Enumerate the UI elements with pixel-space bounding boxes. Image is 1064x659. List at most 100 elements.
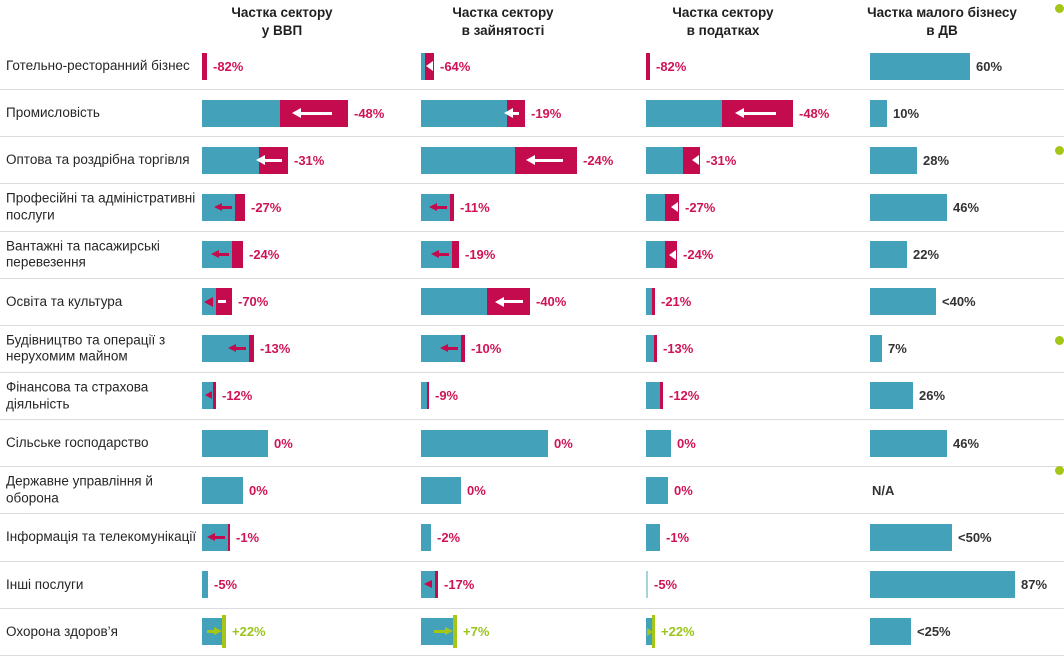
value-label: 0%: [249, 482, 268, 498]
bar-cell: -48%: [646, 99, 829, 127]
bar-cell: 28%: [870, 146, 950, 174]
bar-segment-share: [202, 571, 208, 599]
bar-segment-share: [646, 99, 722, 127]
value-label: -24%: [249, 247, 280, 263]
bar-segment-decline: [249, 335, 254, 363]
bar-segment-decline: [646, 52, 650, 80]
bar-segment-decline: [652, 288, 655, 316]
arrow-tail: [218, 300, 226, 304]
table-row: Оптова та роздрібна торгівля -31% -24% -31%…: [0, 137, 1064, 185]
value-label: 46%: [953, 199, 980, 215]
arrow-head-left-icon: [426, 61, 433, 71]
bar-cell: -9%: [421, 382, 458, 410]
row-label: Сільське господарство: [6, 434, 149, 450]
table-row: Державне управління й оборона 0% 0% 0% N/A: [0, 467, 1064, 515]
bar-cell: -17%: [421, 571, 474, 599]
arrow-head-left-icon: [504, 108, 513, 119]
arrow-head-right-icon: [445, 627, 453, 636]
arrow-head-left-icon: [205, 391, 212, 400]
row-label: Оптова та роздрібна торгівля: [6, 152, 190, 168]
column-header-gdp: Частка сектору у ВВП: [231, 5, 333, 39]
bar-cell: -64%: [421, 52, 470, 80]
bar-cell: -31%: [202, 146, 324, 174]
arrow-head-right-icon: [647, 627, 653, 636]
bullet-dot: [1055, 146, 1064, 155]
bar-segment-decline: [654, 335, 657, 363]
arrow-tail: [207, 630, 214, 634]
bar-cell: 0%: [421, 429, 573, 457]
bar-cell: -5%: [646, 571, 678, 599]
value-label: N/A: [872, 482, 895, 498]
value-label: -82%: [656, 58, 687, 74]
bar-segment-share: [646, 146, 683, 174]
row-label: Інформація та телекомунікації: [6, 529, 197, 545]
arrow-head-left-icon: [671, 202, 678, 213]
bar-segment-growth-cap: [652, 615, 655, 649]
arrow-tail: [218, 253, 229, 257]
bar-cell: -24%: [202, 241, 280, 269]
bar-segment-share: [421, 99, 507, 127]
value-label: 0%: [274, 435, 293, 451]
value-label: -5%: [654, 577, 678, 593]
table-row: Промисловість -48% -19% -48% 10%: [0, 90, 1064, 138]
bullet-dot: [1055, 336, 1064, 345]
bar-segment-share: [646, 193, 665, 221]
bar-cell: 0%: [202, 429, 293, 457]
row-label: Охорона здоров’я: [6, 623, 118, 639]
value-label: -24%: [683, 247, 714, 263]
arrow-head-left-icon: [431, 250, 439, 259]
bar-cell: -82%: [202, 52, 243, 80]
arrow-tail: [214, 535, 225, 539]
bar-segment-share: [646, 335, 654, 363]
bar-segment-growth-cap: [222, 615, 226, 649]
value-label: -13%: [663, 341, 694, 357]
bar-segment-share: [870, 146, 917, 174]
bar-segment-decline: [452, 241, 459, 269]
value-label: <50%: [958, 529, 992, 545]
bar-cell: -19%: [421, 99, 562, 127]
bar-segment-share: [202, 146, 259, 174]
bar-cell: 0%: [421, 476, 486, 504]
value-label: 10%: [893, 105, 920, 121]
arrow-head-left-icon: [204, 296, 213, 307]
bar-segment-share: [646, 241, 665, 269]
value-label: +7%: [463, 624, 490, 640]
bar-cell: -82%: [646, 52, 687, 80]
value-label: -21%: [661, 294, 692, 310]
table-row: Сільське господарство 0% 0% 0% 46%: [0, 420, 1064, 468]
bar-cell: +22%: [202, 615, 266, 649]
bar-cell: -12%: [202, 382, 252, 410]
table-row: Готельно-ресторанний бізнес -82% -64% -82% 6…: [0, 43, 1064, 91]
arrow-tail: [447, 347, 458, 351]
bar-cell: 0%: [646, 476, 693, 504]
bar-cell: -2%: [421, 523, 460, 551]
bar-segment-share: [202, 99, 280, 127]
bar-segment-decline: [235, 193, 245, 221]
bar-cell: N/A: [870, 477, 894, 504]
bar-segment-share: [870, 288, 936, 316]
bar-cell: -48%: [202, 99, 384, 127]
bar-cell: -27%: [202, 193, 281, 221]
value-label: 60%: [976, 58, 1003, 74]
value-label: 0%: [467, 482, 486, 498]
value-label: -19%: [531, 105, 562, 121]
bar-segment-decline: [683, 146, 700, 174]
bar-segment-share: [421, 523, 431, 551]
bar-segment-share: [870, 571, 1015, 599]
value-label: 0%: [674, 482, 693, 498]
bar-segment-share: [202, 429, 268, 457]
table-row: Будівництво та операції з нерухомим майн…: [0, 326, 1064, 373]
bar-segment-share: [870, 193, 947, 221]
bar-segment-share: [870, 429, 947, 457]
value-label: +22%: [232, 624, 266, 640]
bar-cell: -1%: [646, 523, 689, 551]
bar-cell: -5%: [202, 571, 237, 599]
arrow-head-left-icon: [228, 344, 236, 353]
bar-segment-share: [646, 288, 652, 316]
value-label: -24%: [583, 152, 614, 168]
bar-cell: 10%: [870, 99, 920, 127]
arrow-head-left-icon: [207, 532, 215, 541]
row-label: Готельно-ресторанний бізнес: [6, 57, 190, 73]
value-label: 28%: [923, 152, 950, 168]
table-row: Професійні та адміністративні послуги -27…: [0, 184, 1064, 232]
